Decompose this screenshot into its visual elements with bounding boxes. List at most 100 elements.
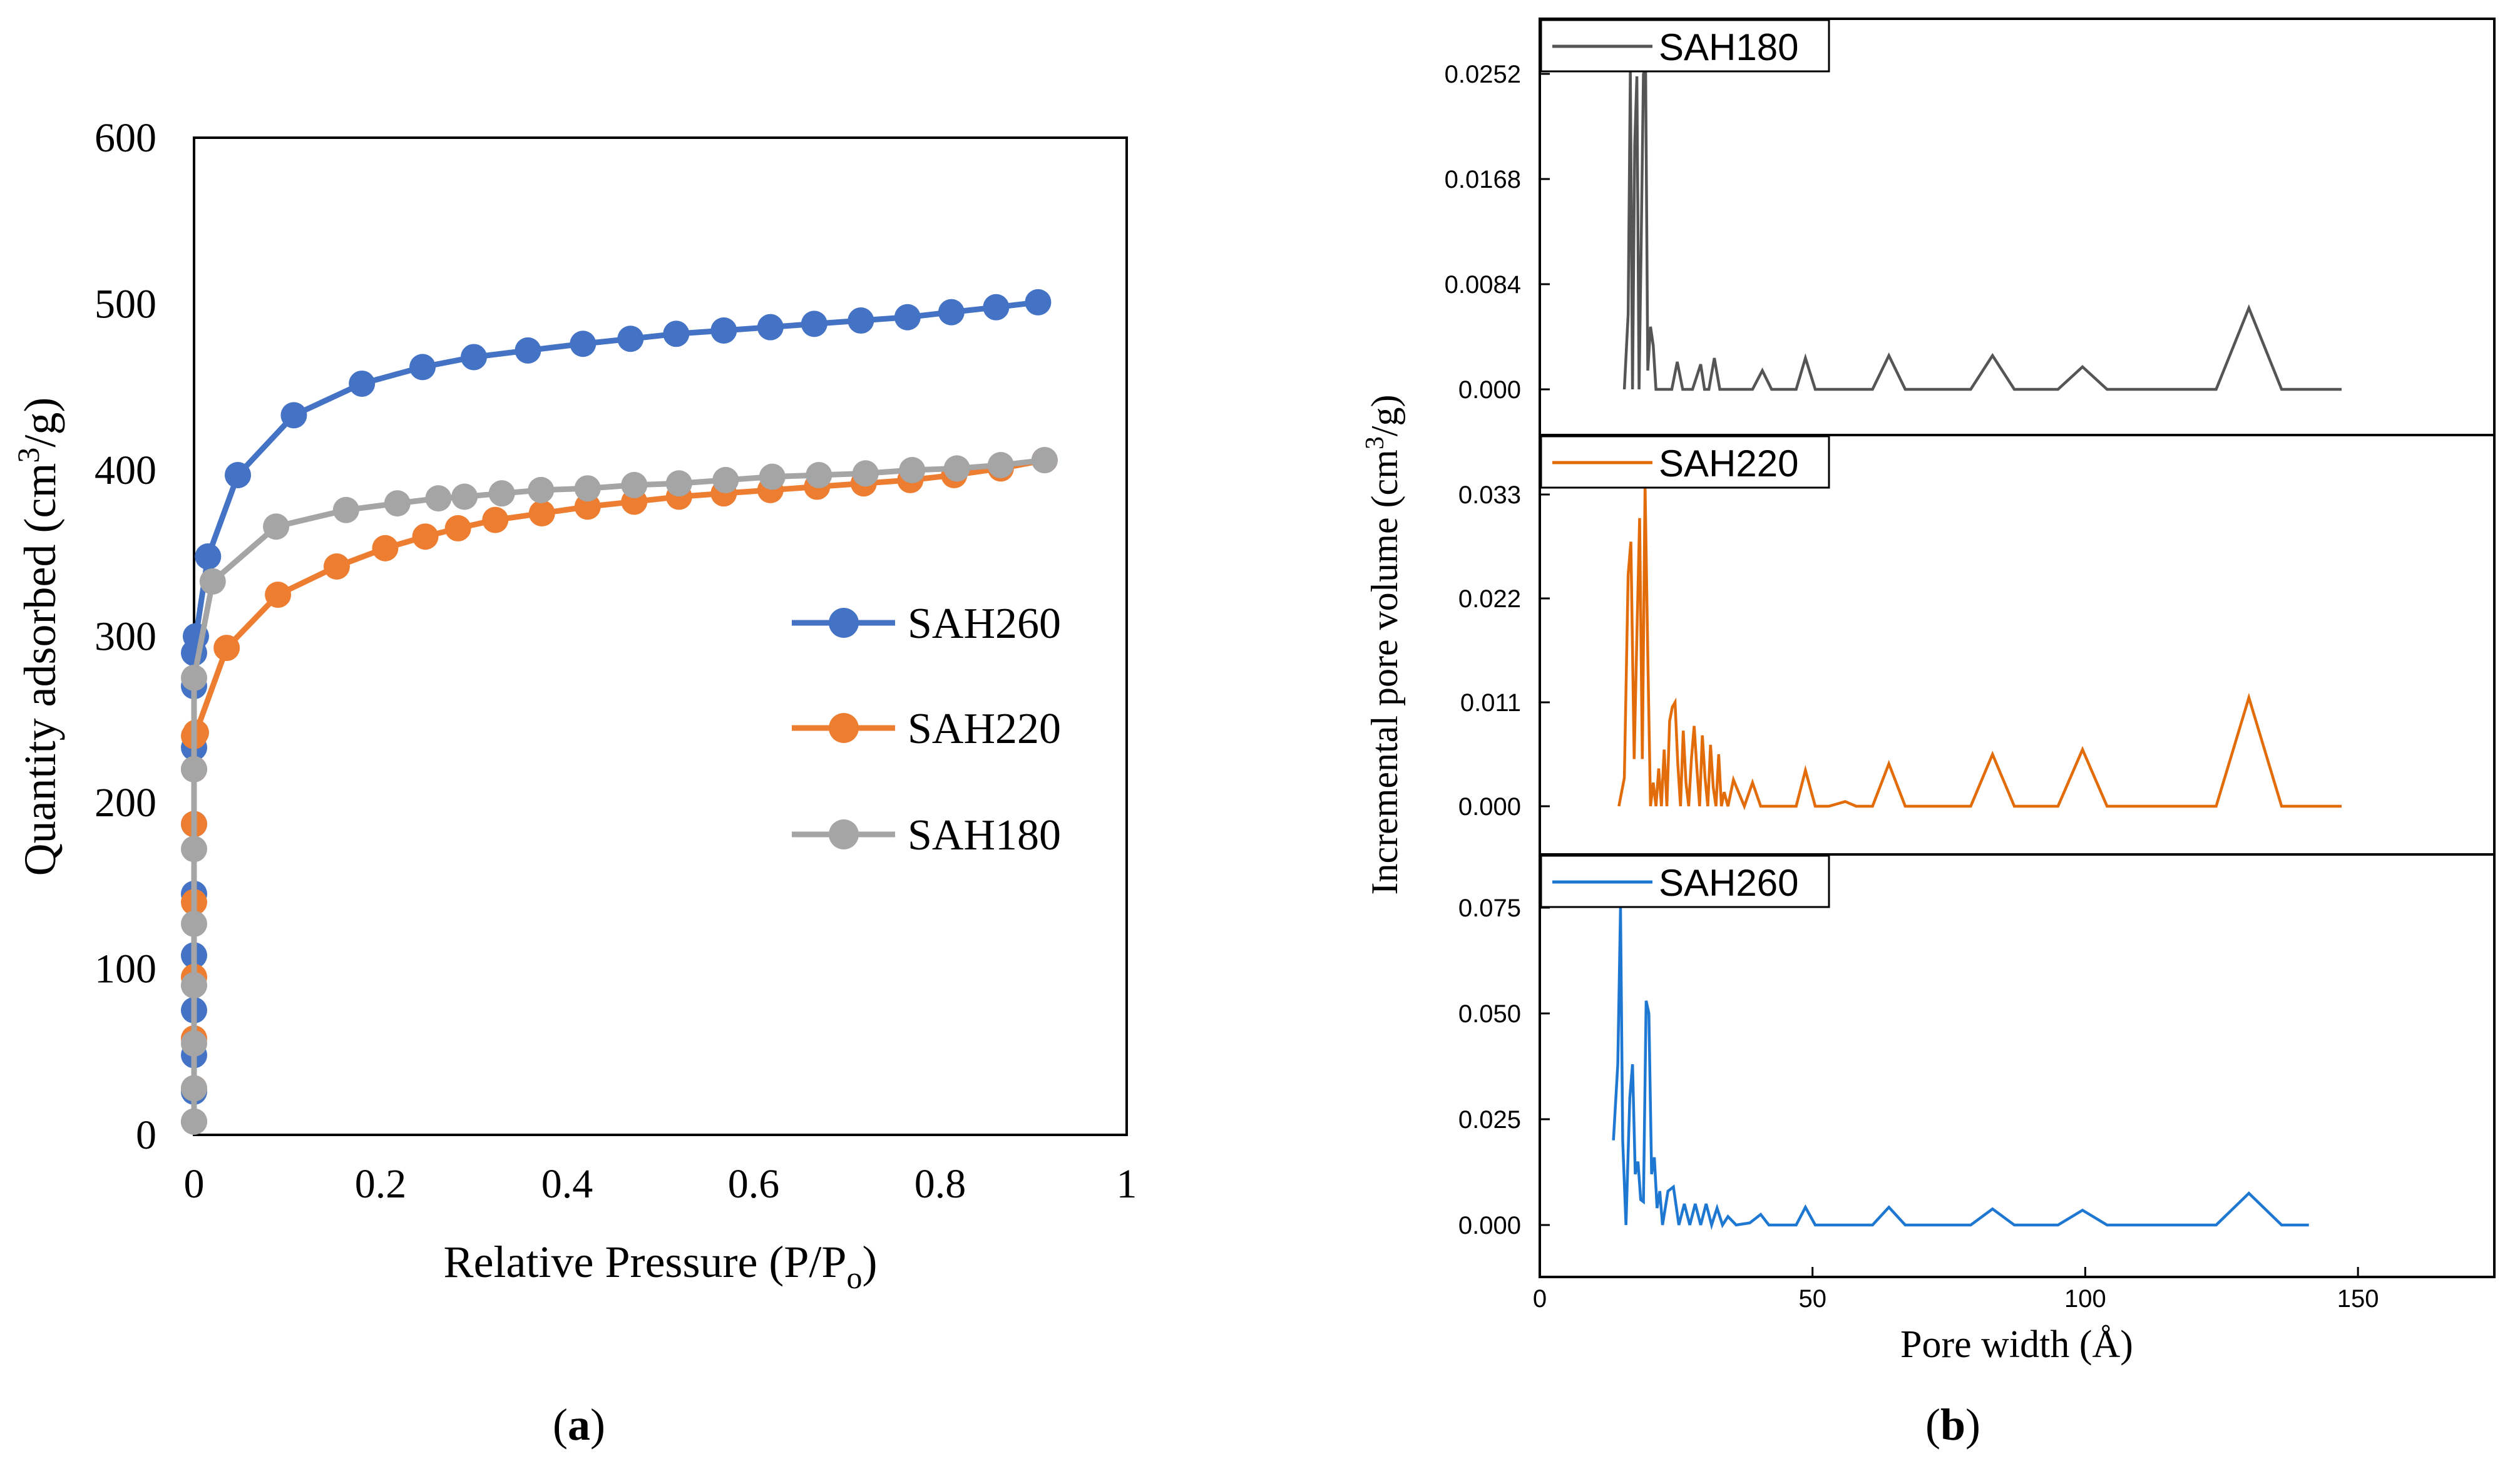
panel-a-data-point xyxy=(263,513,290,540)
panel-b-series-layer: 0.0000.00840.01680.0252SAH1800.0000.0110… xyxy=(1445,19,2379,1313)
panel-a-data-point xyxy=(528,476,555,503)
panel-b-y-axis-title: Incremental pore volume (cm3/g) xyxy=(1361,394,1405,895)
panel-a-data-point xyxy=(482,506,509,533)
panel-a-data-point xyxy=(451,483,478,510)
panel-a-data-point xyxy=(181,972,207,999)
panel-b-legend-label: SAH220 xyxy=(1659,443,1798,484)
panel-a-data-point xyxy=(848,307,874,334)
panel-a-data-point xyxy=(621,471,648,498)
panel-b-y-tick-label: 0.0168 xyxy=(1445,166,1521,193)
panel-a-data-point xyxy=(181,910,207,937)
panel-b-y-tick-label: 0.022 xyxy=(1458,585,1521,613)
panel-a-data-point xyxy=(199,568,226,595)
panel-a-y-tick-label: 500 xyxy=(95,282,156,327)
panel-a-x-tick-label: 0 xyxy=(184,1161,205,1207)
panel-a-series-SAH180 xyxy=(181,447,1058,1135)
panel-a-axis-ticks: 0 0.2 0.4 0.6 0.8 1 0 100 200 300 400 500 600 xyxy=(95,115,1137,1207)
panel-a-data-point xyxy=(412,523,439,550)
panel-a-data-point xyxy=(757,314,784,341)
panel-a-data-point xyxy=(574,493,601,520)
panel-b-y-tick-label: 0.0084 xyxy=(1445,271,1521,299)
panel-b-y-tick-label: 0.050 xyxy=(1458,1000,1521,1028)
panel-a-data-point xyxy=(181,836,207,863)
panel-a-data-point xyxy=(987,452,1014,479)
panel-b-y-tick-label: 0.011 xyxy=(1460,689,1521,717)
panel-b-y-tick-label: 0.000 xyxy=(1458,793,1521,821)
panel-a-data-point xyxy=(938,299,965,326)
panel-a-data-point xyxy=(225,461,252,488)
panel-a-data-point xyxy=(663,320,690,347)
panel-b-legend-SAH260: SAH260 xyxy=(1540,854,1830,908)
legend-label-SAH260: SAH260 xyxy=(908,600,1061,648)
legend-marker-SAH260 xyxy=(829,608,859,638)
panel-b-subplot-SAH180: 0.000 0.0084 0.0168 0.0252 SAH180 xyxy=(1445,19,2342,404)
panel-a-data-point xyxy=(195,543,222,570)
panel-b-y-tick-label: 0.025 xyxy=(1458,1106,1521,1134)
legend-marker-SAH220 xyxy=(829,713,859,743)
panel-a-data-point xyxy=(372,535,399,561)
panel-b-y-tick-label: 0.033 xyxy=(1458,481,1521,509)
panel-a-y-tick-label: 300 xyxy=(95,614,156,660)
panel-b-caption: (b) xyxy=(1925,1400,1980,1450)
panel-a-series-layer xyxy=(181,289,1058,1135)
panel-a-data-point xyxy=(425,485,452,512)
panel-a-isotherm-chart: 0 0.2 0.4 0.6 0.8 1 0 100 200 300 400 500 600 SAH260… xyxy=(11,115,1137,1450)
panel-b-x-tick-label: 0 xyxy=(1533,1285,1547,1313)
legend-marker-SAH180 xyxy=(829,819,859,849)
panel-a-data-point xyxy=(574,475,601,502)
panel-a-data-point xyxy=(806,461,832,488)
panel-a-x-tick-label: 0.4 xyxy=(541,1161,593,1207)
panel-a-data-point xyxy=(665,470,692,497)
panel-a-caption: (a) xyxy=(553,1400,605,1450)
panel-a-data-point xyxy=(384,490,411,517)
panel-a-data-point xyxy=(712,466,739,493)
panel-a-data-point xyxy=(461,344,487,371)
panel-a-y-tick-label: 0 xyxy=(136,1112,156,1158)
panel-a-data-point xyxy=(759,463,786,490)
panel-b-plot-frame xyxy=(1539,18,2496,1278)
panel-a-data-point xyxy=(710,317,737,344)
panel-a-x-tick-label: 0.2 xyxy=(355,1161,407,1207)
panel-b-x-axis-title: Pore width (Å) xyxy=(1900,1323,2133,1366)
panel-b-legend-box xyxy=(1540,435,1830,489)
panel-b-y-tick-label: 0.075 xyxy=(1458,895,1521,922)
panel-a-data-point xyxy=(899,457,926,483)
panel-a-data-point xyxy=(181,1108,207,1135)
panel-a-data-point xyxy=(349,370,376,397)
panel-a-data-point xyxy=(265,582,292,608)
panel-a-data-point xyxy=(181,756,207,782)
panel-a-data-point xyxy=(515,337,541,364)
panel-a-data-point xyxy=(1031,447,1058,474)
panel-a-data-point xyxy=(444,515,471,541)
panel-a-y-tick-label: 100 xyxy=(95,946,156,992)
panel-b-subplot-SAH260: 0.000 0.025 0.050 0.075 SAH260 xyxy=(1458,854,2309,1239)
panel-a-data-point xyxy=(617,326,644,352)
panel-a-data-point xyxy=(983,294,1010,320)
panel-b-series-line-SAH180 xyxy=(1622,64,2342,391)
panel-a-data-point xyxy=(332,496,359,523)
panel-b-y-tick-label: 0.000 xyxy=(1458,1212,1521,1239)
panel-a-data-point xyxy=(181,664,207,691)
panel-b-series-line-SAH260 xyxy=(1612,907,2309,1231)
panel-b-legend-label: SAH180 xyxy=(1659,26,1798,68)
panel-a-plot-frame xyxy=(193,136,1128,1136)
panel-b-y-tick-label: 0.000 xyxy=(1458,376,1521,404)
panel-b-x-tick-label: 100 xyxy=(2064,1285,2106,1313)
panel-a-y-tick-label: 600 xyxy=(95,115,156,161)
panel-a-data-point xyxy=(894,304,921,331)
legend-label-SAH180: SAH180 xyxy=(908,811,1061,859)
panel-a-y-tick-label: 200 xyxy=(95,780,156,826)
panel-a-data-point xyxy=(323,553,350,580)
panel-a-x-axis-title: Relative Pressure (P/Po) xyxy=(444,1237,878,1295)
panel-a-data-point xyxy=(409,354,436,381)
panel-a-data-point xyxy=(213,635,240,662)
legend-label-SAH220: SAH220 xyxy=(908,705,1061,753)
panel-a-data-point xyxy=(570,331,597,357)
panel-a-data-point xyxy=(488,480,515,507)
panel-a-x-tick-label: 1 xyxy=(1117,1161,1137,1207)
panel-a-data-point xyxy=(1025,289,1052,315)
panel-a-data-point xyxy=(801,310,827,337)
panel-b-series-line-SAH220 xyxy=(1617,484,2342,811)
panel-b-subplot-SAH220: 0.000 0.011 0.022 0.033 SAH220 xyxy=(1458,435,2342,821)
